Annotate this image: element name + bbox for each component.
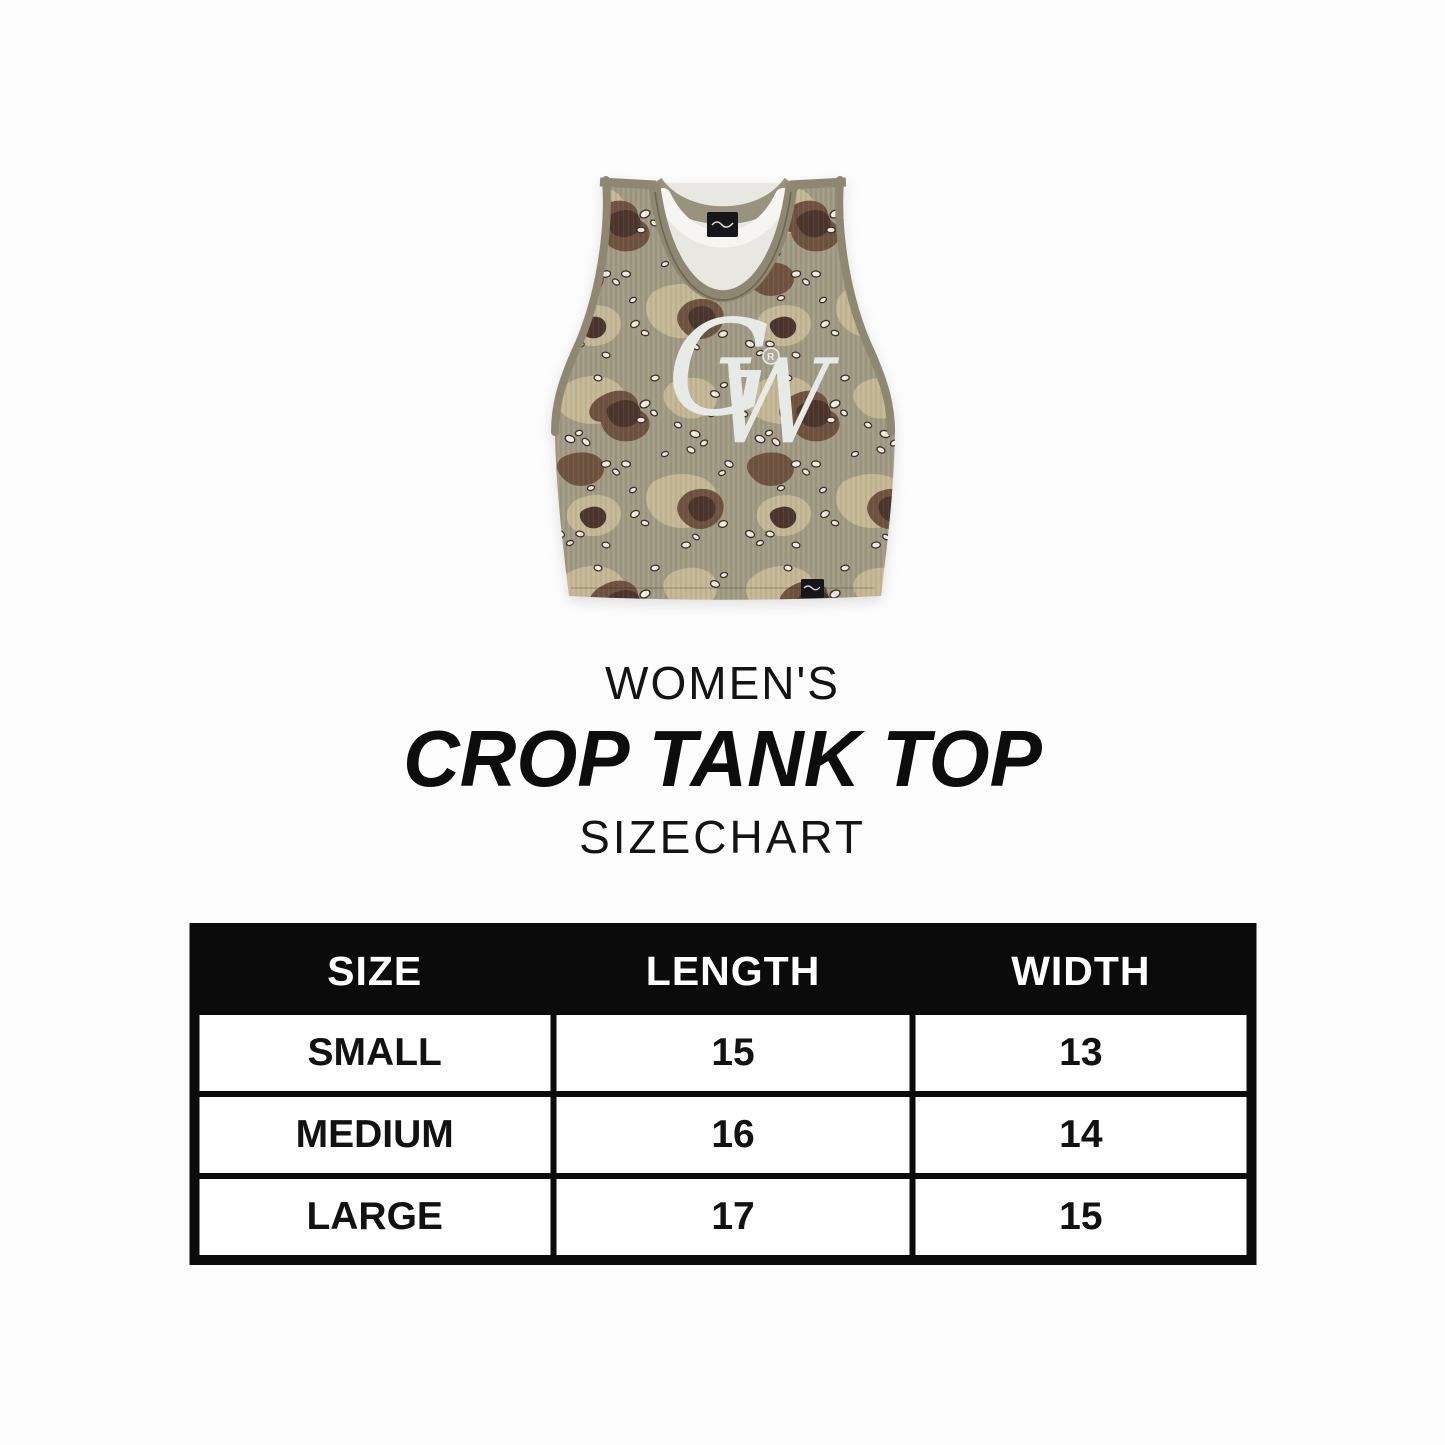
cell-length: 17 (550, 1173, 916, 1263)
col-header-size: SIZE (190, 925, 557, 1015)
cell-size: MEDIUM (190, 1091, 557, 1179)
col-header-width: WIDTH (909, 925, 1255, 1015)
cell-length: 15 (550, 1009, 916, 1097)
cell-size: SMALL (190, 1009, 557, 1097)
neckline-binding (647, 182, 798, 302)
tank-top-image: G W R (550, 176, 895, 600)
neckline-stitch (653, 191, 792, 301)
title-block: WOMEN'S CROP TANK TOP SIZECHART (0, 660, 1445, 860)
neck-tag-script (710, 221, 734, 228)
product-name-title: CROP TANK TOP (403, 714, 1042, 803)
table-header-row: SIZE LENGTH WIDTH (190, 925, 1255, 1015)
size-chart-table: SIZE LENGTH WIDTH SMALL 15 13 MEDIUM 16 … (189, 923, 1256, 1265)
cell-width: 15 (909, 1173, 1255, 1263)
product-category-title: WOMEN'S (605, 657, 840, 709)
cell-length: 16 (550, 1091, 916, 1179)
col-header-length: LENGTH (550, 925, 916, 1015)
table-row-medium: MEDIUM 16 14 (190, 1091, 1255, 1179)
neck-tag (706, 212, 738, 237)
registered-mark-circle (761, 347, 780, 365)
right-armhole-binding (834, 176, 895, 436)
left-armhole-binding (550, 176, 611, 436)
gw-script-logo: G W R (667, 292, 840, 470)
table-row-large: LARGE 17 15 (190, 1173, 1255, 1263)
neck-collar (654, 188, 791, 248)
sizechart-label: SIZECHART (579, 811, 866, 863)
cell-size: LARGE (190, 1173, 557, 1263)
cell-width: 13 (909, 1009, 1255, 1097)
hem-tag (800, 579, 824, 598)
logo-letter-w: W (712, 335, 840, 470)
cell-width: 14 (909, 1091, 1255, 1179)
hem-tag-script (803, 585, 821, 591)
product-photo: G W R (545, 174, 901, 610)
size-chart: SIZE LENGTH WIDTH SMALL 15 13 MEDIUM 16 … (189, 923, 1256, 1265)
logo-letter-g: G (667, 292, 772, 446)
table-row-small: SMALL 15 13 (190, 1009, 1255, 1097)
registered-mark: R (767, 352, 775, 363)
